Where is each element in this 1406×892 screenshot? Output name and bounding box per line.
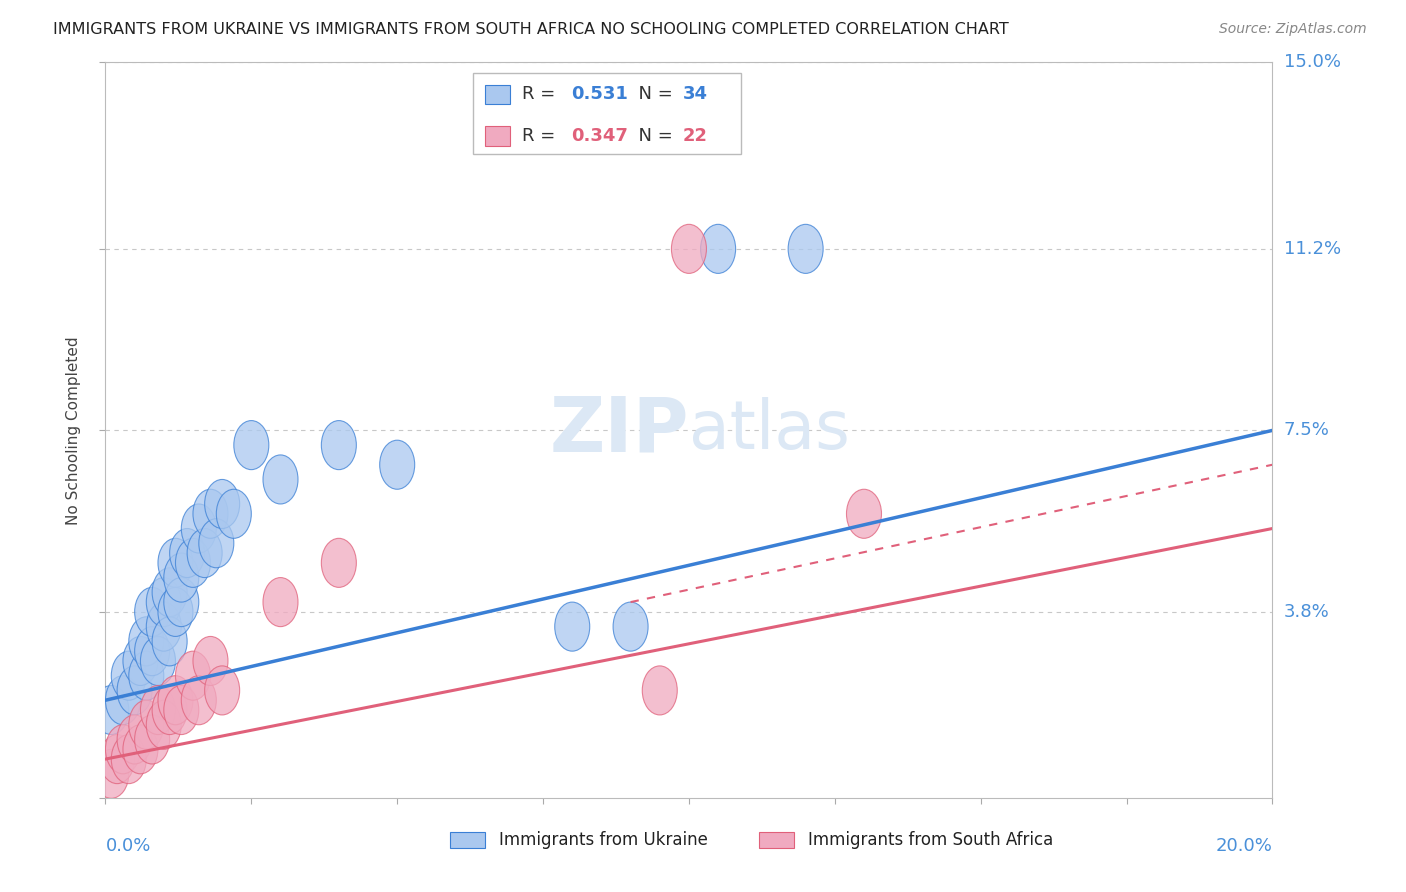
Ellipse shape [94,749,129,798]
Ellipse shape [111,651,146,700]
Ellipse shape [322,538,356,588]
Ellipse shape [146,602,181,651]
Ellipse shape [152,617,187,665]
Ellipse shape [129,651,163,700]
Ellipse shape [672,224,706,273]
Ellipse shape [135,587,170,637]
Text: 20.0%: 20.0% [1216,838,1272,855]
Ellipse shape [613,602,648,651]
Text: 11.2%: 11.2% [1284,240,1341,258]
Ellipse shape [181,504,217,553]
Text: R =: R = [522,127,561,145]
Ellipse shape [135,626,170,676]
Ellipse shape [141,685,176,735]
Text: Immigrants from South Africa: Immigrants from South Africa [808,831,1053,849]
Text: IMMIGRANTS FROM UKRAINE VS IMMIGRANTS FROM SOUTH AFRICA NO SCHOOLING COMPLETED C: IMMIGRANTS FROM UKRAINE VS IMMIGRANTS FR… [53,22,1010,37]
Ellipse shape [141,637,176,685]
Ellipse shape [380,440,415,489]
Ellipse shape [170,528,205,578]
Ellipse shape [643,665,678,715]
Ellipse shape [129,617,163,665]
Ellipse shape [193,489,228,539]
Ellipse shape [163,578,198,626]
Ellipse shape [163,553,198,602]
Ellipse shape [789,224,823,273]
Ellipse shape [205,665,239,715]
Text: 0.347: 0.347 [571,127,628,145]
FancyBboxPatch shape [472,73,741,154]
Ellipse shape [205,479,239,528]
Text: ZIP: ZIP [550,393,689,467]
Ellipse shape [176,651,211,700]
Ellipse shape [94,685,129,735]
Text: 7.5%: 7.5% [1284,421,1330,440]
Ellipse shape [122,724,157,773]
Ellipse shape [217,489,252,539]
Ellipse shape [111,735,146,784]
Text: 3.8%: 3.8% [1284,603,1329,621]
Text: 15.0%: 15.0% [1284,54,1340,71]
Ellipse shape [555,602,589,651]
Text: Immigrants from Ukraine: Immigrants from Ukraine [499,831,707,849]
Ellipse shape [263,578,298,626]
Ellipse shape [122,637,157,685]
Text: 0.531: 0.531 [571,85,628,103]
Ellipse shape [117,715,152,764]
Ellipse shape [700,224,735,273]
Text: 34: 34 [683,85,709,103]
Ellipse shape [193,637,228,685]
Text: 22: 22 [683,127,709,145]
Ellipse shape [157,538,193,588]
FancyBboxPatch shape [450,832,485,848]
Ellipse shape [146,578,181,626]
Ellipse shape [146,700,181,749]
Ellipse shape [100,735,135,784]
Ellipse shape [135,715,170,764]
Ellipse shape [157,587,193,637]
Text: 0.0%: 0.0% [105,838,150,855]
Ellipse shape [187,528,222,578]
Ellipse shape [176,538,211,588]
Ellipse shape [846,489,882,539]
Ellipse shape [322,421,356,469]
Ellipse shape [105,724,141,773]
Text: N =: N = [627,85,679,103]
Ellipse shape [181,676,217,724]
Ellipse shape [233,421,269,469]
Text: atlas: atlas [689,398,849,463]
FancyBboxPatch shape [759,832,794,848]
Ellipse shape [263,455,298,504]
Text: Source: ZipAtlas.com: Source: ZipAtlas.com [1219,22,1367,37]
Ellipse shape [152,685,187,735]
Y-axis label: No Schooling Completed: No Schooling Completed [66,336,82,524]
Ellipse shape [198,518,233,568]
Ellipse shape [105,676,141,724]
FancyBboxPatch shape [485,127,510,145]
Text: N =: N = [627,127,679,145]
Ellipse shape [157,676,193,724]
FancyBboxPatch shape [485,85,510,103]
Ellipse shape [129,700,163,749]
Ellipse shape [117,665,152,715]
Ellipse shape [163,685,198,735]
Ellipse shape [152,567,187,617]
Text: R =: R = [522,85,561,103]
